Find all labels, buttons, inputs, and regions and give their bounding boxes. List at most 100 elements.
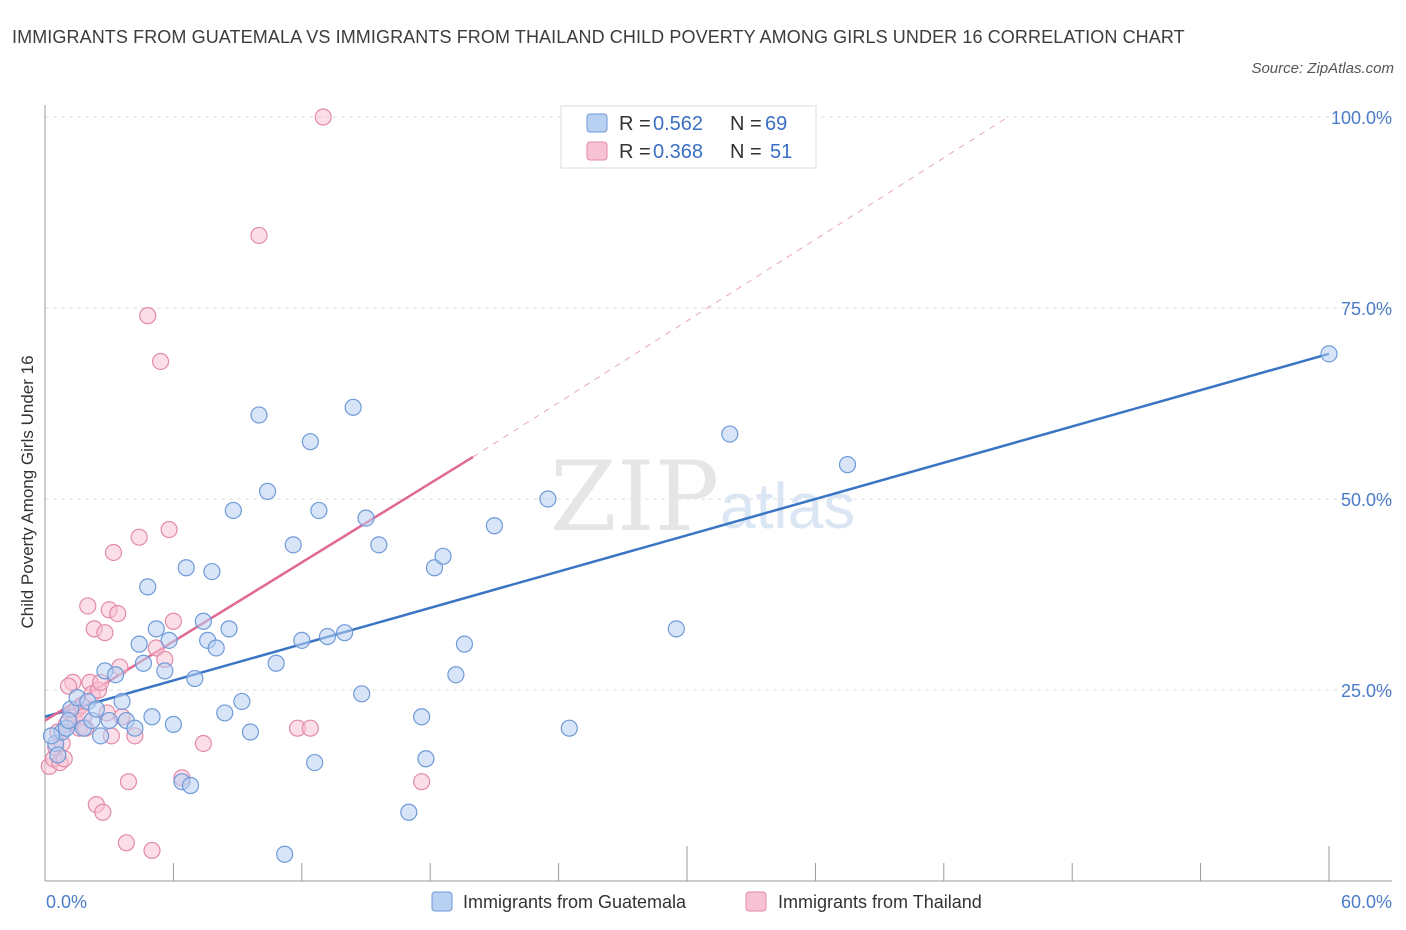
y-tick-label: 75.0% <box>1341 299 1392 319</box>
legend-r-value-thailand: 0.368 <box>653 141 703 163</box>
point-thailand <box>301 719 319 737</box>
legend-r-label-thailand: R = <box>619 141 651 163</box>
bottom-legend-swatch-thailand <box>745 891 767 912</box>
y-tick-label: 100.0% <box>1331 108 1392 128</box>
point-guatemala <box>49 746 67 764</box>
y-tick-label: 50.0% <box>1341 490 1392 510</box>
point-thailand <box>79 597 97 615</box>
trend-lines <box>44 116 1330 722</box>
point-guatemala <box>147 620 165 638</box>
point-guatemala <box>267 654 285 672</box>
point-thailand <box>109 604 127 623</box>
point-guatemala <box>667 620 685 638</box>
point-guatemala <box>241 723 260 741</box>
point-guatemala <box>293 631 311 649</box>
point-thailand <box>104 543 123 562</box>
point-guatemala <box>42 727 61 745</box>
point-guatemala <box>560 719 578 737</box>
point-thailand <box>59 677 78 695</box>
watermark-zip: ZIP <box>550 441 719 553</box>
point-guatemala <box>721 425 739 443</box>
point-guatemala <box>186 669 204 688</box>
point-guatemala <box>126 719 144 737</box>
bottom-legend-swatch-guatemala <box>431 891 453 912</box>
point-guatemala <box>455 635 474 653</box>
point-guatemala <box>113 692 131 711</box>
point-guatemala <box>87 700 105 718</box>
point-guatemala <box>447 666 465 684</box>
data-points <box>40 108 1338 863</box>
point-thailand <box>160 520 178 539</box>
legend-n-value-thailand: 51 <box>770 141 792 163</box>
point-guatemala <box>216 704 234 722</box>
point-thailand <box>130 528 148 546</box>
legend-n-label-thailand: N = <box>730 141 762 163</box>
point-guatemala <box>181 776 200 795</box>
legend-r-value-guatemala: 0.562 <box>653 113 703 135</box>
chart-title: IMMIGRANTS FROM GUATEMALA VS IMMIGRANTS … <box>12 27 1185 47</box>
legend-n-value-guatemala: 69 <box>765 113 787 135</box>
legend: R = 0.562 N = 69 R = 0.368 N = 51 <box>560 105 817 169</box>
point-thailand <box>117 834 135 852</box>
point-thailand <box>314 108 332 126</box>
trend-line-thailand <box>44 455 474 722</box>
point-guatemala <box>143 708 161 726</box>
point-guatemala <box>306 753 324 772</box>
y-tick-labels: 25.0% 50.0% 75.0% 100.0% <box>1331 108 1392 701</box>
trend-extension-thailand <box>472 116 1009 458</box>
point-guatemala <box>194 612 212 630</box>
point-guatemala <box>59 711 78 730</box>
point-guatemala <box>301 433 319 451</box>
legend-swatch-thailand <box>586 141 608 161</box>
point-guatemala <box>250 406 268 424</box>
x-tick-label-min: 0.0% <box>46 892 87 912</box>
y-tick-label: 25.0% <box>1341 681 1392 701</box>
point-guatemala <box>357 509 375 527</box>
point-guatemala <box>164 715 182 733</box>
bottom-legend: Immigrants from Guatemala Immigrants fro… <box>431 891 982 912</box>
point-thailand <box>139 307 157 325</box>
point-guatemala <box>310 501 328 520</box>
point-guatemala <box>207 639 225 657</box>
point-guatemala <box>134 654 153 672</box>
legend-n-label-guatemala: N = <box>730 113 762 135</box>
point-thailand <box>143 841 161 860</box>
legend-r-label-guatemala: R = <box>619 113 651 135</box>
point-guatemala <box>413 708 431 726</box>
point-guatemala <box>92 727 110 745</box>
point-guatemala <box>130 635 148 653</box>
legend-swatch-guatemala <box>586 113 608 133</box>
point-guatemala <box>400 803 418 821</box>
point-guatemala <box>838 456 857 474</box>
point-guatemala <box>220 620 238 638</box>
point-guatemala <box>336 624 354 642</box>
point-guatemala <box>276 845 294 863</box>
point-thailand <box>164 612 182 630</box>
point-thailand <box>94 803 112 821</box>
point-guatemala <box>370 536 388 554</box>
point-guatemala <box>224 501 242 520</box>
x-tick-labels: 0.0% 60.0% <box>46 892 1392 912</box>
point-guatemala <box>318 627 337 646</box>
bottom-legend-label-thailand: Immigrants from Thailand <box>778 892 982 912</box>
point-guatemala <box>203 562 221 581</box>
y-axis-title: Child Poverty Among Girls Under 16 <box>18 355 37 628</box>
trend-line-guatemala <box>44 352 1330 718</box>
point-guatemala <box>107 666 125 684</box>
point-guatemala <box>284 536 302 554</box>
point-guatemala <box>156 662 174 680</box>
point-guatemala <box>434 547 452 565</box>
x-tick-label-max: 60.0% <box>1341 892 1392 912</box>
point-guatemala <box>344 398 362 416</box>
bottom-legend-label-guatemala: Immigrants from Guatemala <box>463 892 687 912</box>
point-thailand <box>96 624 114 642</box>
point-thailand <box>194 734 212 753</box>
point-thailand <box>413 773 431 791</box>
axes <box>44 105 1392 882</box>
point-guatemala <box>425 559 444 577</box>
chart-source: Source: ZipAtlas.com <box>1251 60 1394 77</box>
point-guatemala <box>539 490 557 508</box>
point-guatemala <box>485 517 503 535</box>
grid-lines <box>45 116 1392 691</box>
